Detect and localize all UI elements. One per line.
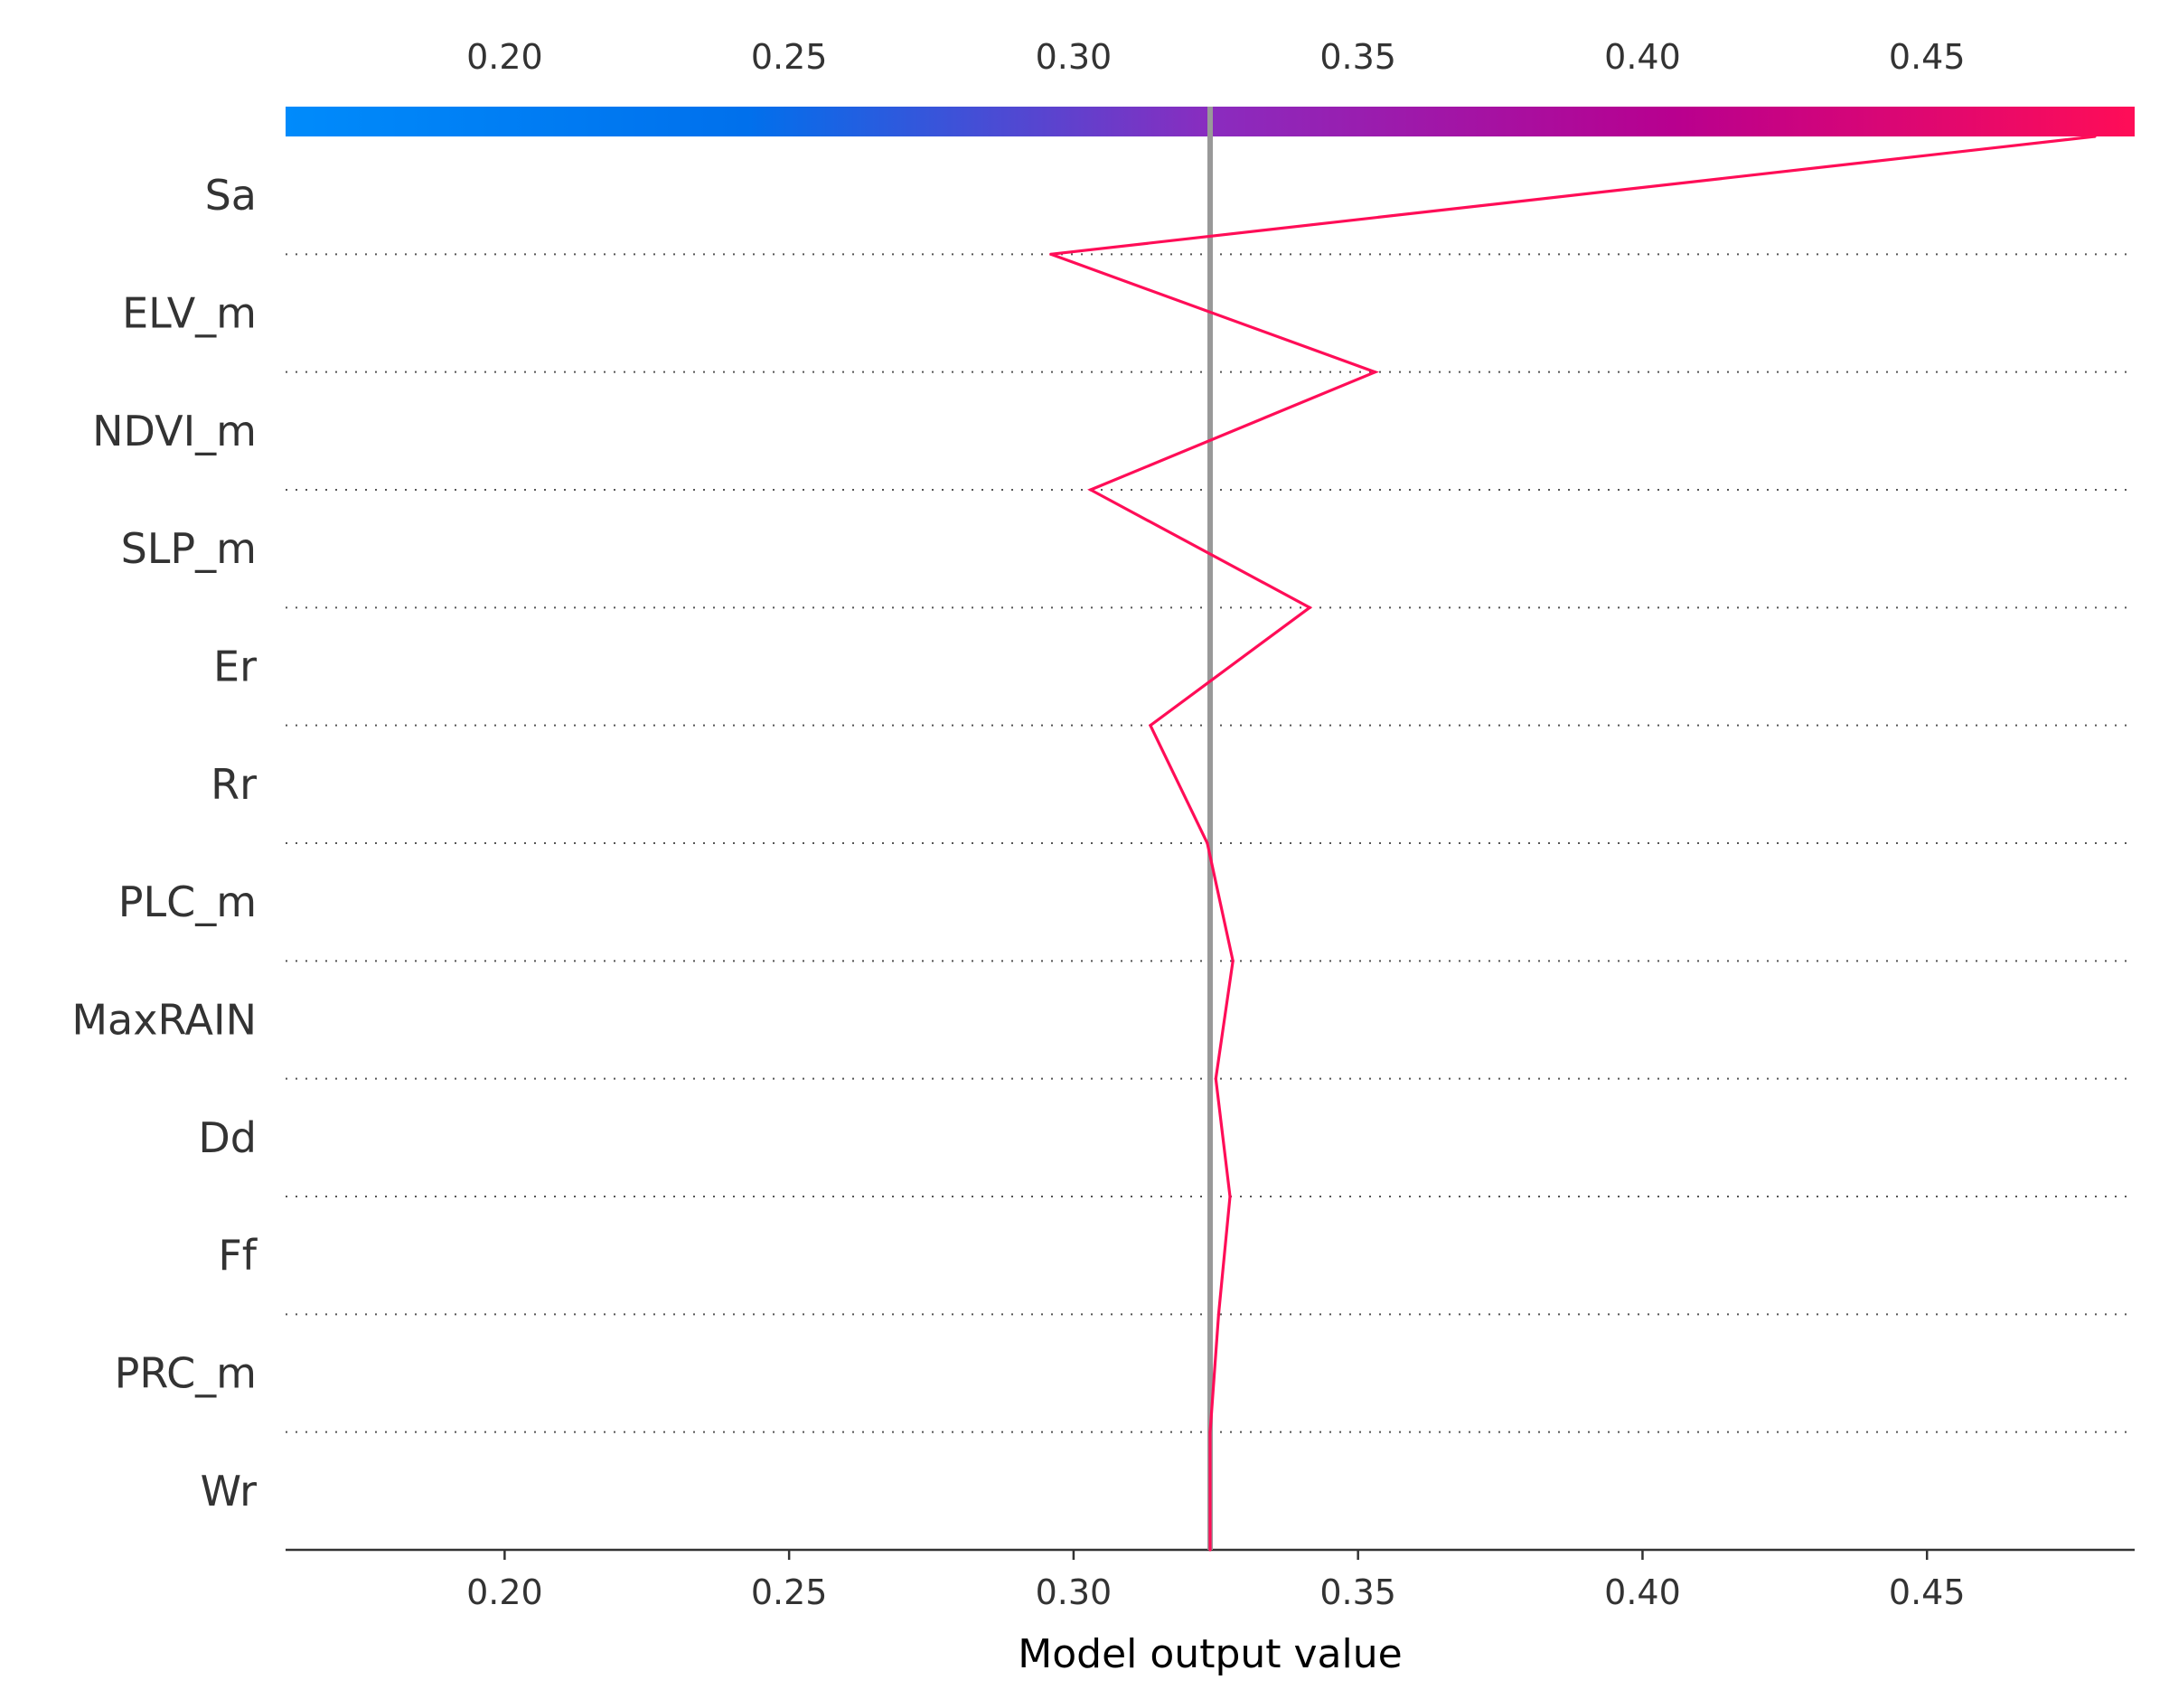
feature-labels: Sa ELV_m NDVI_m SLP_m Er Rr PLC_m MaxRAIN Dd Ff PR…	[71, 171, 258, 1516]
top-tick-label: 0.45	[1889, 37, 1966, 77]
feature-label: Dd	[198, 1113, 257, 1162]
feature-label: Er	[213, 643, 257, 691]
top-tick-label: 0.30	[1036, 37, 1113, 77]
feature-label: NDVI_m	[92, 407, 257, 455]
x-axis-title: Model output value	[1018, 1631, 1402, 1677]
decision-path-point	[1049, 252, 1053, 256]
top-tick-label: 0.20	[466, 37, 543, 77]
feature-label: PLC_m	[118, 877, 257, 926]
feature-label: MaxRAIN	[71, 996, 257, 1045]
feature-label: PRC_m	[115, 1349, 257, 1398]
bottom-tick-label: 0.45	[1889, 1572, 1966, 1612]
feature-label: Wr	[201, 1467, 257, 1516]
bottom-tick-label: 0.20	[466, 1572, 543, 1612]
bottom-tick-label: 0.35	[1319, 1572, 1396, 1612]
decision-path-point	[1208, 1548, 1212, 1552]
feature-label: Sa	[205, 171, 257, 220]
decision-path-point	[1206, 841, 1209, 845]
top-tick-label: 0.35	[1319, 37, 1396, 77]
decision-path-point	[1231, 959, 1235, 962]
feature-label: Ff	[218, 1231, 258, 1280]
bottom-tick-label: 0.30	[1036, 1572, 1113, 1612]
decision-path-point	[2093, 135, 2097, 138]
feature-label: Rr	[211, 760, 257, 809]
top-tick-label: 0.25	[751, 37, 828, 77]
decision-path-point	[1373, 371, 1377, 374]
decision-path-points	[1049, 135, 2097, 1552]
bottom-tick-label: 0.25	[751, 1572, 828, 1612]
decision-path-point	[1208, 1431, 1212, 1434]
bottom-tick-label: 0.40	[1604, 1572, 1681, 1612]
decision-path-point	[1216, 1312, 1221, 1316]
top-tick-labels: 0.20 0.25 0.30 0.35 0.40 0.45	[466, 37, 1965, 77]
decision-path-point	[1089, 488, 1093, 492]
decision-path-point	[1214, 1077, 1217, 1081]
bottom-tick-labels: 0.20 0.25 0.30 0.35 0.40 0.45	[466, 1550, 1966, 1612]
feature-label: SLP_m	[121, 524, 257, 573]
decision-path-point	[1308, 605, 1311, 609]
decision-path-point	[1228, 1195, 1232, 1198]
top-tick-label: 0.40	[1604, 37, 1681, 77]
feature-label: ELV_m	[122, 289, 257, 338]
decision-path-point	[1149, 724, 1152, 727]
